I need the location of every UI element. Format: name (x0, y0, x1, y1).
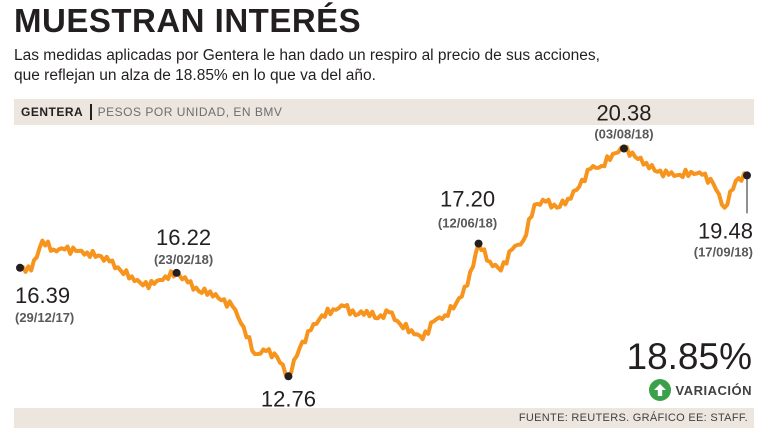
footer-band: FUENTE: REUTERS. GRÁFICO EE: STAFF. (14, 408, 754, 428)
variation-value: 18.85% (626, 336, 753, 377)
series-header-band: GENTERA PESOS POR UNIDAD, EN BMV (14, 99, 754, 125)
data-label-value: 17.20 (440, 187, 495, 212)
data-label-date: (17/09/18) (694, 244, 753, 259)
company-name: GENTERA (21, 105, 84, 119)
chart-title: MUESTRAN INTERÉS (14, 2, 362, 39)
data-point-marker (619, 144, 628, 153)
data-point-marker (284, 372, 293, 381)
variation-label: VARIACIÓN (675, 382, 752, 398)
data-label-date: (23/02/18) (154, 252, 213, 267)
variation-indicator: VARIACIÓN (648, 379, 752, 401)
chart-subtitle: Las medidas aplicadas por Gentera le han… (14, 46, 714, 86)
arrow-up-icon (648, 379, 671, 401)
separator (90, 104, 92, 120)
data-point-marker (743, 171, 751, 180)
unit-label: PESOS POR UNIDAD, EN BMV (97, 105, 283, 119)
data-label-value: 12.76 (261, 386, 316, 411)
data-label-value: 16.39 (15, 283, 70, 308)
data-point-marker (16, 263, 24, 272)
source-credit: FUENTE: REUTERS. GRÁFICO EE: STAFF. (518, 412, 748, 424)
data-point-marker (172, 268, 181, 277)
data-label-date: (03/08/18) (594, 127, 653, 142)
subtitle-line-1: Las medidas aplicadas por Gentera le han… (14, 47, 600, 64)
data-label-value: 16.22 (156, 225, 211, 250)
data-label-value: 20.38 (596, 101, 651, 126)
subtitle-line-2: que reflejan un alza de 18.85% en lo que… (14, 67, 376, 84)
data-label-date: (29/12/17) (15, 310, 74, 325)
data-label-date: (12/06/18) (438, 216, 497, 231)
data-label-value: 19.48 (698, 218, 753, 243)
data-point-marker (474, 239, 483, 248)
